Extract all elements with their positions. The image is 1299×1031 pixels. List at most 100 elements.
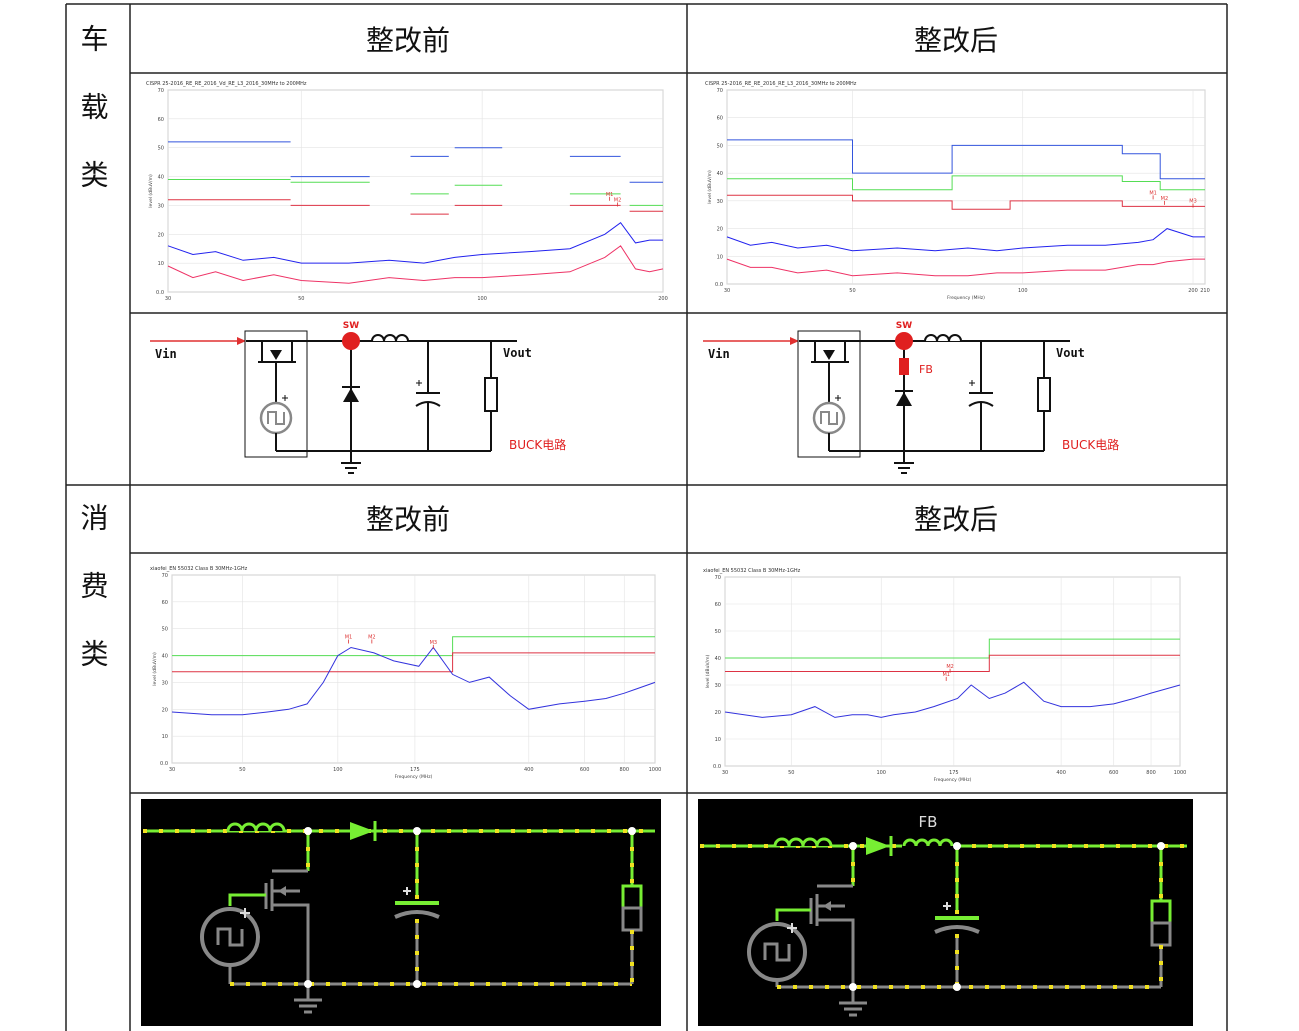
data-line: [725, 654, 1180, 672]
x-tick-label: 30: [165, 296, 171, 302]
sw-node: [342, 332, 360, 350]
circuit-name: BUCK电路: [1062, 437, 1119, 452]
y-tick-label: 40: [158, 175, 164, 181]
data-line: [168, 141, 663, 183]
mosfet-diode: [270, 350, 282, 360]
column-header: 整改前: [366, 24, 450, 57]
x-tick-label: 100: [1018, 288, 1028, 294]
y-tick-label: 70: [717, 88, 723, 94]
switch-box: [797, 330, 861, 458]
x-axis-label: Frequency (MHz): [934, 777, 972, 783]
sw-node: [895, 332, 913, 350]
plot-area: [171, 574, 656, 764]
square-wave: [267, 411, 285, 425]
y-tick-label: 60: [158, 117, 164, 123]
y-tick-label: 30: [162, 680, 168, 686]
data-line: [726, 228, 1205, 252]
data-line: [727, 175, 1205, 191]
x-tick-label: 30: [722, 770, 728, 776]
marker-label: M2: [946, 664, 954, 670]
y-tick-label: 50: [162, 627, 168, 633]
x-tick-label: 50: [298, 296, 304, 302]
x-tick-label: 175: [410, 767, 420, 773]
square-wave: [216, 927, 244, 947]
mosfet-arrow: [278, 886, 286, 896]
y-tick-label: 10: [717, 254, 723, 260]
y-tick-label: 60: [717, 116, 723, 122]
y-tick-label: 0.0: [713, 764, 721, 770]
y-tick-label: 20: [162, 707, 168, 713]
cap-plate: [934, 925, 980, 934]
y-tick-label: 0.0: [156, 290, 164, 296]
arrow-head: [237, 337, 246, 345]
y-tick-label: 10: [162, 734, 168, 740]
chart-title: CISPR 25-2016_RE_RE_2016_Vd_RE_L3_2016_3…: [146, 81, 307, 87]
y-tick-label: 0.0: [160, 761, 168, 767]
x-tick-label: 400: [1056, 770, 1066, 776]
sw-label: SW: [343, 321, 359, 331]
x-tick-label: 50: [849, 288, 855, 294]
chart-title: xiaofei_EN 55032 Class B 30MHz-1GHz: [703, 568, 801, 574]
node: [413, 827, 421, 835]
y-tick-label: 60: [715, 602, 721, 608]
diode: [343, 388, 359, 402]
y-tick-label: 40: [162, 654, 168, 660]
data-line: [725, 638, 1180, 659]
y-axis-label: level (dBuV/m): [148, 174, 154, 208]
vout-label: Vout: [503, 346, 532, 360]
marker-label: M2: [614, 198, 622, 204]
x-tick-label: 100: [477, 296, 487, 302]
plot-area: [167, 89, 664, 293]
y-tick-label: 60: [162, 600, 168, 606]
vout-label: Vout: [1056, 346, 1085, 360]
switch-box: [244, 330, 308, 458]
column-header: 整改前: [366, 503, 450, 536]
x-tick-label: 400: [524, 767, 534, 773]
data-line: [727, 194, 1205, 210]
x-tick-label: 30: [724, 288, 730, 294]
x-tick-label: 1000: [649, 767, 662, 773]
y-tick-label: 50: [158, 146, 164, 152]
y-axis-label: level (dBuV/m): [707, 170, 713, 204]
y-tick-label: 10: [715, 737, 721, 743]
y-tick-label: 30: [717, 199, 723, 205]
section-label: 消费类: [77, 503, 110, 707]
load-resistor: [1037, 377, 1051, 412]
node: [1157, 842, 1165, 850]
column-header: 整改后: [914, 503, 998, 536]
vin-label: Vin: [155, 347, 177, 361]
inductor: [226, 822, 286, 832]
x-tick-label: 175: [949, 770, 959, 776]
x-tick-label: 210: [1200, 288, 1210, 294]
arrow-head: [790, 337, 799, 345]
x-tick-label: 1000: [1174, 770, 1187, 776]
circuit: [141, 799, 661, 1026]
x-tick-label: 30: [169, 767, 175, 773]
data-line: [168, 179, 663, 206]
y-tick-label: 70: [158, 88, 164, 94]
mosfet-diode: [823, 350, 835, 360]
marker-label: M2: [1161, 196, 1169, 202]
marker-label: M1: [606, 192, 614, 198]
ferrite-bead: [899, 358, 909, 375]
y-tick-label: 70: [715, 575, 721, 581]
y-tick-label: 10: [158, 261, 164, 267]
inductor: [371, 334, 409, 342]
marker-label: M1: [1149, 190, 1157, 196]
marker-label: M1: [345, 634, 353, 640]
ferrite-inductor: [902, 838, 954, 847]
data-line: [726, 258, 1205, 277]
y-tick-label: 20: [158, 232, 164, 238]
data-line: [167, 245, 664, 284]
node: [304, 827, 312, 835]
node: [413, 980, 421, 988]
sim-background: [698, 799, 1193, 1026]
circuit: FB: [698, 799, 1193, 1026]
x-tick-label: 100: [876, 770, 886, 776]
chart-title: CISPR 25-2016_RE_RE_2016_RE_L3_2016_30MH…: [705, 81, 857, 87]
circuit: SW Vin Vout BUCK电路: [150, 321, 566, 474]
mosfet-arrow: [823, 901, 831, 911]
x-axis-label: Frequency (MHz): [395, 774, 433, 780]
plot-area: [726, 89, 1206, 285]
y-tick-label: 20: [717, 227, 723, 233]
